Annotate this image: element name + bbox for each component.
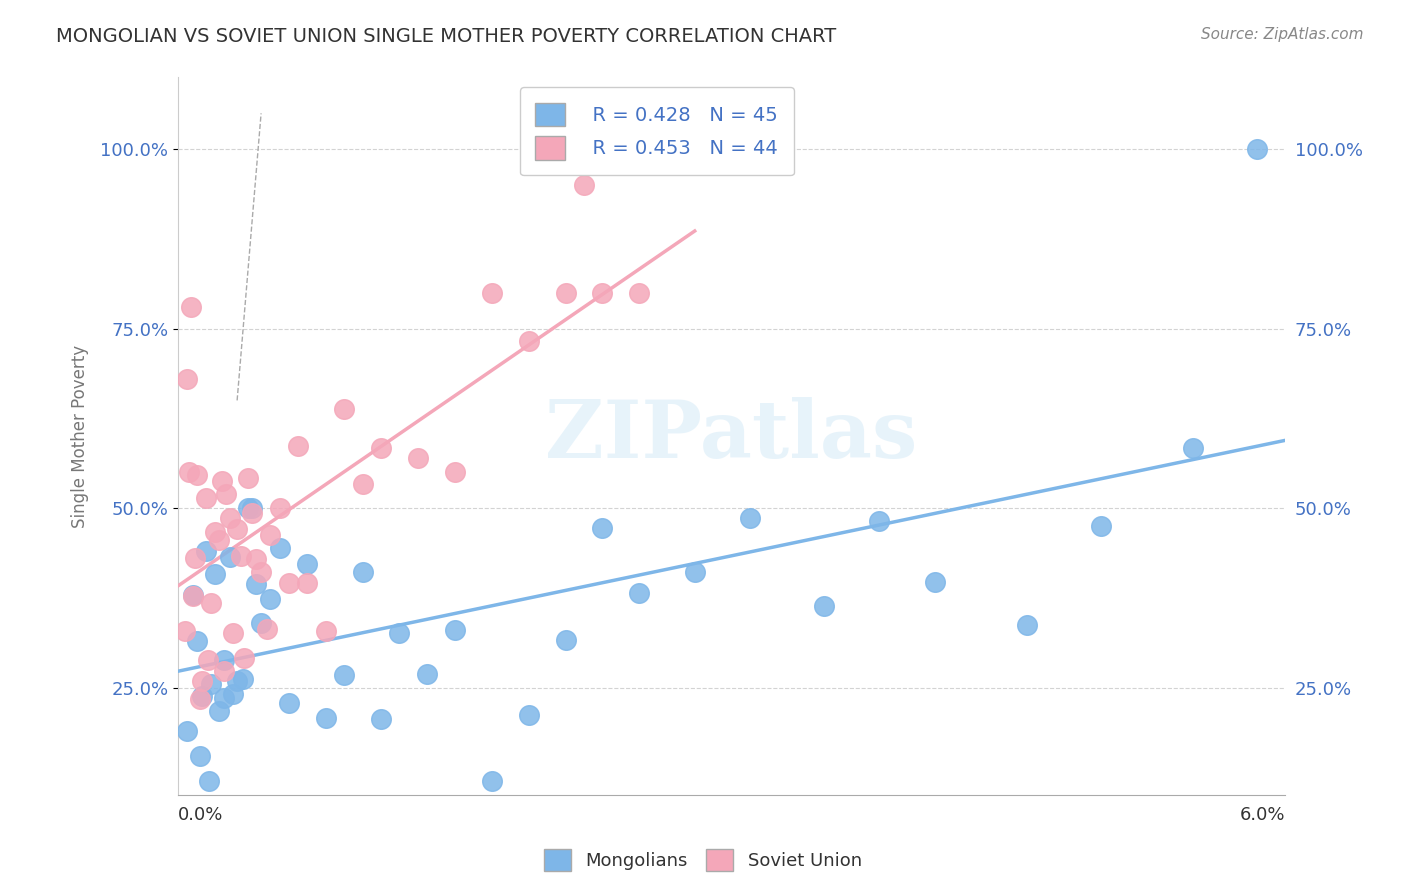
Point <box>481 773 503 788</box>
Text: Source: ZipAtlas.com: Source: ZipAtlas.com <box>1201 27 1364 42</box>
Point <box>238 500 260 515</box>
Point <box>269 541 291 556</box>
Point <box>591 521 613 535</box>
Point <box>259 591 281 606</box>
Text: MONGOLIAN VS SOVIET UNION SINGLE MOTHER POVERTY CORRELATION CHART: MONGOLIAN VS SOVIET UNION SINGLE MOTHER … <box>56 27 837 45</box>
Point <box>179 465 201 479</box>
Point <box>245 577 267 591</box>
Point <box>226 673 249 688</box>
Point <box>1181 441 1204 455</box>
Point <box>370 712 392 726</box>
Point <box>444 465 467 479</box>
Point <box>1246 142 1268 156</box>
Point <box>211 474 233 488</box>
Point <box>333 667 356 681</box>
Point <box>924 574 946 589</box>
Point <box>186 467 208 482</box>
Point <box>277 576 299 591</box>
Point <box>315 624 337 638</box>
Point <box>186 633 208 648</box>
Point <box>277 697 299 711</box>
Point <box>200 677 222 691</box>
Point <box>370 441 392 455</box>
Point <box>208 704 231 718</box>
Point <box>222 626 245 640</box>
Point <box>204 567 226 582</box>
Point <box>183 550 205 565</box>
Point <box>1015 618 1038 632</box>
Point <box>212 691 235 706</box>
Point <box>245 552 267 566</box>
Point <box>269 501 291 516</box>
Point <box>226 522 249 536</box>
Point <box>259 527 281 541</box>
Text: 6.0%: 6.0% <box>1240 806 1285 824</box>
Point <box>240 501 263 516</box>
Point <box>297 557 319 571</box>
Point <box>315 710 337 724</box>
Point <box>287 439 309 453</box>
Point <box>352 565 374 579</box>
Point <box>813 599 835 614</box>
Point <box>181 588 204 602</box>
Point <box>591 285 613 300</box>
Point <box>198 773 221 788</box>
Point <box>200 596 222 610</box>
Point <box>212 653 235 667</box>
Point <box>738 511 761 525</box>
Point <box>554 285 576 300</box>
Point <box>628 285 651 300</box>
Point <box>180 300 202 314</box>
Text: 0.0%: 0.0% <box>179 806 224 824</box>
Point <box>481 285 503 300</box>
Point <box>212 664 235 678</box>
Point <box>218 511 240 525</box>
Legend:   R = 0.428   N = 45,   R = 0.453   N = 44: R = 0.428 N = 45, R = 0.453 N = 44 <box>520 87 793 176</box>
Point <box>297 575 319 590</box>
Point <box>181 589 204 603</box>
Point <box>188 692 211 706</box>
Point <box>238 470 260 484</box>
Point <box>208 533 231 548</box>
Point <box>1090 519 1112 533</box>
Point <box>215 487 238 501</box>
Point <box>194 544 217 558</box>
Point <box>572 178 595 193</box>
Point <box>218 549 240 564</box>
Point <box>333 401 356 416</box>
Point <box>517 334 540 348</box>
Point <box>191 689 214 703</box>
Point <box>188 748 211 763</box>
Point <box>204 525 226 540</box>
Point <box>233 651 256 665</box>
Point <box>250 615 273 630</box>
Point <box>554 632 576 647</box>
Point <box>517 708 540 723</box>
Point <box>176 372 198 386</box>
Point <box>222 687 245 701</box>
Point <box>444 624 467 638</box>
Text: ZIPatlas: ZIPatlas <box>546 397 918 475</box>
Point <box>240 507 263 521</box>
Point <box>628 586 651 600</box>
Point <box>352 476 374 491</box>
Point <box>388 625 411 640</box>
Point <box>250 565 273 579</box>
Point <box>683 565 706 579</box>
Point <box>191 674 214 689</box>
Legend: Mongolians, Soviet Union: Mongolians, Soviet Union <box>537 842 869 879</box>
Point <box>197 653 219 667</box>
Point <box>194 491 217 505</box>
Y-axis label: Single Mother Poverty: Single Mother Poverty <box>72 344 89 528</box>
Point <box>174 624 197 638</box>
Point <box>256 622 278 636</box>
Point <box>416 667 439 681</box>
Point <box>868 514 890 528</box>
Point <box>176 723 198 738</box>
Point <box>229 549 252 563</box>
Point <box>232 672 254 686</box>
Point <box>406 451 429 466</box>
